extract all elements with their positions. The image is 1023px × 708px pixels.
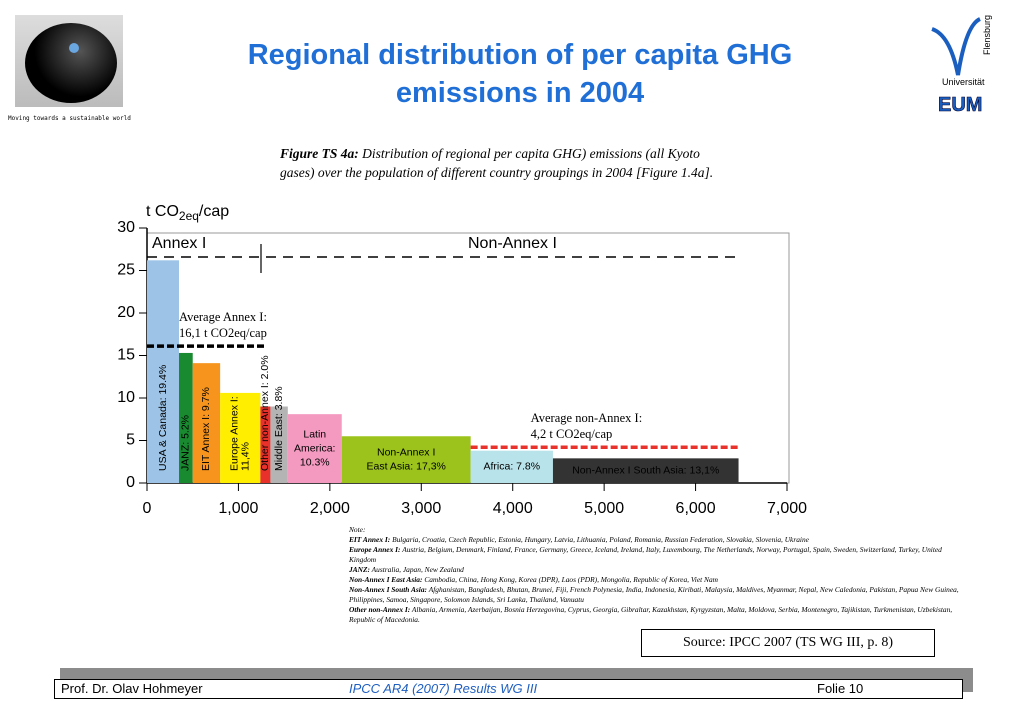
- notes-title: Note:: [349, 525, 366, 534]
- footer: Prof. Dr. Olav Hohmeyer IPCC AR4 (2007) …: [54, 679, 963, 699]
- bar-label: America:: [294, 442, 335, 454]
- logo-text: Flensburg: [982, 15, 992, 55]
- x-tick-label: 4,000: [493, 500, 533, 517]
- average-label: 16,1 t CO2eq/cap: [179, 326, 267, 340]
- y-axis-label: t CO2eq/cap: [146, 203, 229, 223]
- x-tick-label: 2,000: [310, 500, 350, 517]
- earth-image: [25, 23, 117, 103]
- footer-author: Prof. Dr. Olav Hohmeyer: [61, 681, 203, 696]
- note-head: JANZ:: [349, 565, 370, 574]
- bar-label: Middle East: 3.8%: [273, 386, 285, 471]
- average-label: 4,2 t CO2eq/cap: [531, 427, 613, 441]
- note-text: Austria, Belgium, Denmark, Finland, Fran…: [349, 545, 942, 564]
- note-text: Australia, Japan, New Zealand: [371, 565, 464, 574]
- bar: [220, 392, 261, 483]
- x-tick-label: 3,000: [401, 500, 441, 517]
- x-tick-label: 1,000: [218, 500, 258, 517]
- note-text: Bulgaria, Croatia, Czech Republic, Eston…: [392, 535, 809, 544]
- y-tick-label: 15: [117, 347, 135, 364]
- tagline: Moving towards a sustainable world: [8, 115, 131, 122]
- x-tick-label: 5,000: [584, 500, 624, 517]
- note-head: Non-Annex I South Asia:: [349, 585, 427, 594]
- logo-right: Flensburg Universität EUM: [931, 15, 992, 116]
- y-label-part: /cap: [199, 203, 229, 220]
- average-label: Average Annex I:: [179, 310, 267, 324]
- note-head: Other non-Annex I:: [349, 605, 411, 614]
- bar-label: Africa: 7.8%: [483, 461, 540, 473]
- bar: [552, 458, 739, 483]
- bar-label: Non-Annex I South Asia: 13,1%: [572, 464, 719, 476]
- bar-label: Non-Annex I: [377, 446, 435, 458]
- bar-label: East Asia: 17,3%: [367, 460, 446, 472]
- earth: [69, 43, 79, 53]
- note-item: JANZ: Australia, Japan, New Zealand: [349, 565, 961, 575]
- bar-label: 10.3%: [300, 456, 330, 468]
- title: Regional distribution of per capita GHG e…: [150, 36, 890, 112]
- title-line: emissions in 2004: [395, 77, 645, 109]
- note-item: Other non-Annex I: Albania, Armenia, Aze…: [349, 605, 961, 625]
- note-item: Non-Annex I South Asia: Afghanistan, Ban…: [349, 585, 961, 605]
- logo-swoosh: [931, 17, 982, 76]
- note-head: Non-Annex I East Asia:: [349, 575, 423, 584]
- caption-text: Distribution of regional per capita GHG)…: [280, 146, 714, 180]
- footer-page: Folie 10: [817, 681, 864, 696]
- y-tick-label: 30: [117, 219, 135, 236]
- group-label: Non-Annex I: [468, 235, 557, 252]
- note-item: EIT Annex I: Bulgaria, Croatia, Czech Re…: [349, 535, 961, 545]
- note-text: Afghanistan, Bangladesh, Bhutan, Brunei,…: [349, 585, 959, 604]
- notes: Note: EIT Annex I: Bulgaria, Croatia, Cze…: [349, 525, 961, 625]
- caption: Figure TS 4a: Distribution of regional p…: [280, 144, 730, 182]
- logo-left: [15, 15, 123, 107]
- x-tick-label: 6,000: [676, 500, 716, 517]
- note-head: Europe Annex I:: [349, 545, 401, 554]
- note-head: EIT Annex I:: [349, 535, 391, 544]
- bar-label: Europe Annex I:: [229, 396, 241, 471]
- y-tick-label: 25: [117, 262, 135, 279]
- bar: [192, 363, 221, 483]
- average-label: Average non-Annex I:: [531, 411, 643, 425]
- bar: [179, 352, 193, 483]
- bar: [270, 406, 288, 483]
- bar-label: Other non-Annex I: 2.0%: [259, 355, 271, 471]
- note-item: Europe Annex I: Austria, Belgium, Denmar…: [349, 545, 961, 565]
- x-tick-label: 7,000: [767, 500, 807, 517]
- bar: [260, 406, 271, 483]
- x-tick-label: 0: [143, 500, 152, 517]
- title-line: Regional distribution of per capita GHG: [247, 39, 793, 71]
- note-text: Albania, Armenia, Azerbaijan, Bosnia Her…: [349, 605, 953, 624]
- note-text: Cambodia, China, Hong Kong, Korea (DPR),…: [424, 575, 718, 584]
- group-label: Annex I: [152, 235, 206, 252]
- bar-label: 11,4%: [240, 442, 252, 471]
- bar: [470, 450, 553, 483]
- footer-center: IPCC AR4 (2007) Results WG III: [349, 681, 538, 696]
- y-tick-label: 20: [117, 304, 135, 321]
- logo-text: EUM: [938, 94, 982, 116]
- y-tick-label: 10: [117, 389, 135, 406]
- y-tick-label: 0: [126, 474, 135, 491]
- bar-label: Latin: [303, 428, 326, 440]
- y-label-part: 2eq: [179, 209, 199, 223]
- bar-label: USA & Canada: 19.4%: [157, 365, 169, 471]
- bar-label: EIT Annex I: 9.7%: [200, 387, 212, 471]
- bar: [287, 414, 342, 483]
- logo-text: Universität: [942, 77, 985, 87]
- bar: [147, 260, 179, 483]
- y-label-part: t CO: [146, 203, 179, 220]
- caption-lead: Figure TS 4a:: [280, 146, 359, 161]
- bar: [341, 436, 471, 483]
- source: Source: IPCC 2007 (TS WG III, p. 8): [641, 629, 935, 657]
- y-tick-label: 5: [126, 432, 135, 449]
- bar-label: JANZ: 5.2%: [180, 415, 192, 471]
- note-item: Non-Annex I East Asia: Cambodia, China, …: [349, 575, 961, 585]
